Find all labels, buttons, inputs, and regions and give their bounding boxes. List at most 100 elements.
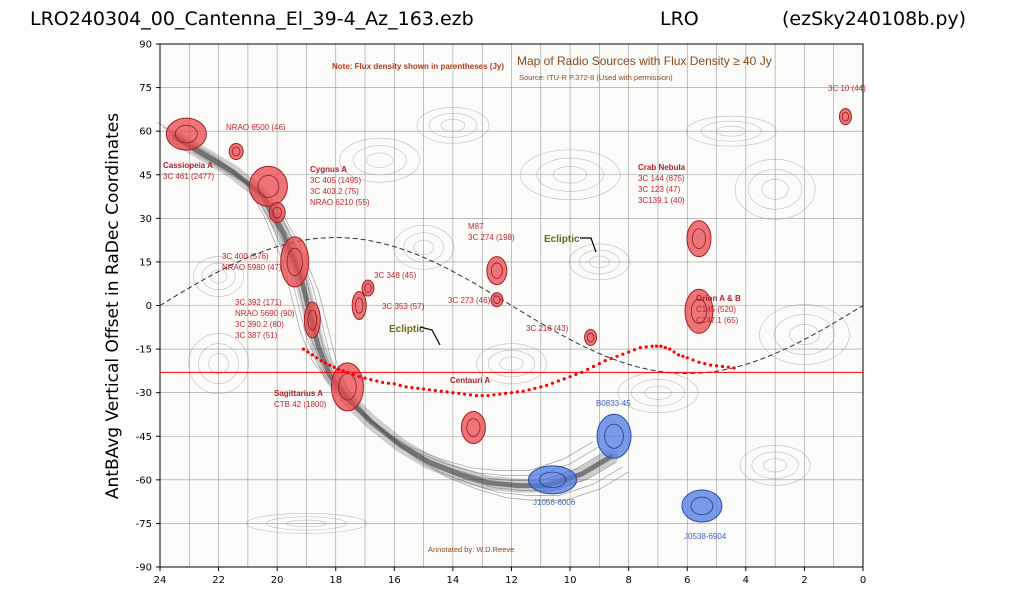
data-point [363,376,367,380]
radio-source-contour [493,295,501,304]
contour-loop [201,262,236,291]
radio-source-marker [303,301,321,339]
data-point [709,363,713,367]
data-point [410,386,414,390]
chart-site-label: LRO [660,8,699,30]
source-label: 3C 348 (45) [374,271,417,280]
data-point [306,350,310,354]
y-tick-label: 30 [139,214,152,225]
source-label: Centauri A [450,376,490,385]
source-label: 3C 387 (51) [235,331,278,340]
data-point [568,375,572,379]
data-points [301,344,736,398]
source-label: 3C 403.2 (75) [310,187,359,196]
contour-loop [476,343,547,384]
contour-loop [286,519,327,528]
data-point [562,377,566,381]
pulsar-source-marker [681,489,723,523]
contour-loop [416,107,490,144]
data-point [650,344,654,348]
x-tick-label: 20 [271,575,284,586]
contour-loop [789,324,820,345]
data-point [381,380,385,385]
data-point [357,375,361,379]
pulsar-source-contour [690,496,714,516]
radio-source-marker [486,256,508,286]
x-tick-label: 4 [743,575,749,586]
radio-source-contour [307,309,318,331]
radio-source-marker [165,117,207,151]
radio-source-marker [490,292,504,308]
contour-loop [393,225,454,270]
contour-loop [198,343,239,384]
contour-loop [685,115,777,147]
ecliptic-pointer [580,237,597,253]
x-tick-label: 12 [505,575,518,586]
data-point [515,390,520,394]
axes: 24 22 20 18 16 14 12 10 8 6 4 2 09075604530150-15-30… [136,40,867,587]
y-tick-label: 90 [139,40,152,51]
contour-loop [352,145,407,176]
contour-loop [487,349,536,378]
source-label: 3C 123 (47) [638,185,681,194]
data-point [681,354,685,358]
data-point [480,394,484,398]
ecliptic-label: Ecliptic [544,234,580,245]
source-label: 3C139.1 (40) [638,196,685,205]
data-point [691,358,695,362]
data-point [445,390,449,394]
radio-source-marker [280,236,310,288]
data-point [486,394,490,398]
radio-source-contour [586,332,595,343]
data-point [638,346,643,350]
radio-source-marker [228,143,244,161]
data-point [328,363,332,367]
contour-loop [774,314,835,355]
radio-source-contour [490,262,503,279]
contour-loop [188,333,249,394]
data-point [315,356,319,360]
contour-loop [715,125,747,137]
pulsar-label: J0538-6904 [684,532,727,541]
chart-title: LRO240304_00_Cantenna_El_39-4_Az_163.ezb [30,8,474,30]
pulsar-label: B0833-45 [596,399,631,408]
radio-source-contour [231,146,241,157]
y-tick-label: -75 [136,519,152,530]
contour-loop [739,445,811,486]
pulsar-source-contour [604,423,624,449]
y-tick-label: -15 [136,345,152,356]
map-title: Map of Radio Sources with Flux Density ≥… [517,54,772,68]
source-label: M87 [468,222,484,231]
radio-source-contour [272,206,282,219]
data-point [556,379,561,383]
x-tick-label: 6 [684,575,690,586]
contour-loop [569,243,630,281]
data-point [714,364,719,368]
contour-loop [366,152,394,168]
contour-loop [759,304,850,365]
data-point [332,365,336,369]
radio-source-contour [174,124,198,144]
radio-source-marker [248,165,288,207]
y-tick-label: -90 [136,563,152,574]
data-point [323,361,328,365]
radio-source-marker [584,328,598,346]
data-point [550,381,555,385]
data-point [615,354,619,358]
map-annotated-by: Annotated by: W.D.Reeve [428,545,514,554]
data-point [498,392,502,396]
map-annotations: 3C 10 (44) NRAO 6500 (46) Cassiopeia A 3C 4… [163,54,866,554]
source-label: 3C 400 (576) [222,252,269,261]
contour-loop [499,356,524,371]
radio-source-contour [286,247,303,277]
data-point [463,392,467,396]
source-label: C147.1 (65) [696,316,739,325]
radio-source-contour [466,418,481,437]
data-point [310,353,314,357]
radio-source-marker [684,288,714,334]
data-point [416,386,420,390]
radio-source-contour [354,297,364,314]
data-point [644,345,648,349]
source-label: 3C 405 (1495) [310,176,361,185]
data-point [474,394,478,398]
